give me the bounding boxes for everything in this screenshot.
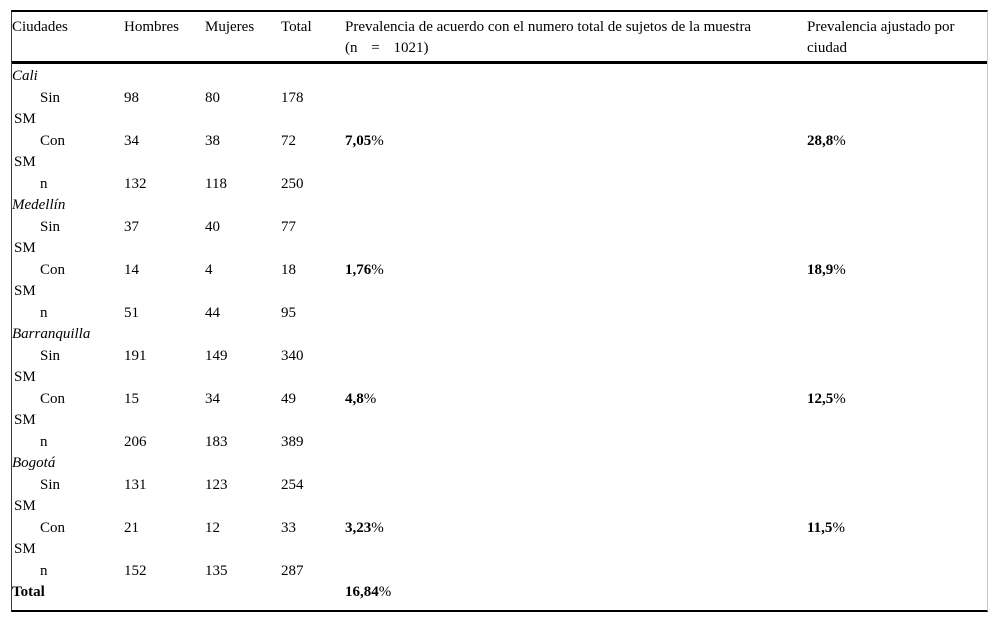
total-value: 254 — [281, 476, 304, 493]
table-row-city: Barranquilla — [12, 324, 987, 346]
mujeres-value: 80 — [205, 89, 220, 106]
table-row-sin-sm: Sin SM 98 80 178 — [12, 88, 987, 131]
row-label: Con SM — [14, 132, 66, 171]
total-row-label: Total — [12, 584, 45, 600]
total-value: 18 — [281, 261, 296, 278]
hombres-value: 131 — [124, 476, 147, 493]
mujeres-value: 38 — [205, 132, 220, 149]
city-name: Medellín — [12, 197, 66, 213]
row-label: Con SM — [14, 519, 66, 558]
row-label: Con SM — [14, 390, 66, 429]
prevalencia-ciudad-value: 12,5% — [807, 390, 846, 407]
mujeres-value: 118 — [205, 175, 227, 192]
prevalencia-ciudad-value: 11,5% — [807, 519, 845, 536]
total-value: 287 — [281, 562, 304, 579]
table-row-city: Cali — [12, 66, 987, 88]
city-name: Cali — [12, 68, 38, 84]
table-row-con-sm: Con SM 15 34 49 4,8% 12,5% — [12, 389, 987, 432]
mujeres-value: 149 — [205, 347, 228, 364]
mujeres-value: 40 — [205, 218, 220, 235]
row-label: n — [40, 175, 48, 192]
table-row-con-sm: Con SM 14 4 18 1,76% 18,9% — [12, 260, 987, 303]
total-value: 178 — [281, 89, 304, 106]
table-row-n: n 206 183 389 — [12, 432, 987, 454]
row-label: Sin SM — [14, 218, 61, 257]
header-mujeres: Mujeres — [205, 19, 255, 35]
prevalence-table: Ciudades Hombres Mujeres Total Prevalenc… — [11, 10, 988, 612]
mujeres-value: 34 — [205, 390, 220, 407]
table-row-con-sm: Con SM 34 38 72 7,05% 28,8% — [12, 131, 987, 174]
row-label: n — [40, 304, 48, 321]
table-row-n: n 132 118 250 — [12, 174, 987, 196]
mujeres-value: 183 — [205, 433, 228, 450]
header-prevalencia-ciudad-line1: Prevalencia ajustado por — [807, 19, 955, 35]
prevalencia-muestra-total-value: 16,84% — [345, 584, 392, 600]
hombres-value: 14 — [124, 261, 139, 278]
hombres-value: 152 — [124, 562, 147, 579]
row-label: Sin SM — [14, 347, 61, 386]
table-row-sin-sm: Sin SM 191 149 340 — [12, 346, 987, 389]
prevalencia-ciudad-value: 18,9% — [807, 261, 846, 278]
table-row-city: Bogotá — [12, 453, 987, 475]
hombres-value: 191 — [124, 347, 147, 364]
mujeres-value: 123 — [205, 476, 228, 493]
total-value: 49 — [281, 390, 296, 407]
total-value: 77 — [281, 218, 296, 235]
row-label: n — [40, 562, 48, 579]
prevalencia-muestra-value: 4,8% — [345, 390, 377, 407]
total-value: 72 — [281, 132, 296, 149]
hombres-value: 15 — [124, 390, 139, 407]
hombres-value: 98 — [124, 89, 139, 106]
total-value: 389 — [281, 433, 304, 450]
table-row-n: n 51 44 95 — [12, 303, 987, 325]
header-prevalencia-muestra-line1: Prevalencia de acuerdo con el numero tot… — [345, 19, 752, 35]
hombres-value: 206 — [124, 433, 147, 450]
header-prevalencia-ciudad-line2: ciudad — [807, 40, 847, 56]
prevalencia-muestra-value: 1,76% — [345, 261, 384, 278]
table-row-con-sm: Con SM 21 12 33 3,23% 11,5% — [12, 518, 987, 561]
row-label: Con SM — [14, 261, 66, 300]
mujeres-value: 4 — [205, 261, 213, 278]
city-name: Bogotá — [12, 455, 56, 471]
city-name: Barranquilla — [12, 326, 91, 342]
header-hombres: Hombres — [124, 19, 179, 35]
row-label: Sin SM — [14, 476, 61, 515]
row-label: Sin SM — [14, 89, 61, 128]
mujeres-value: 12 — [205, 519, 220, 536]
prevalencia-ciudad-value: 28,8% — [807, 132, 846, 149]
hombres-value: 132 — [124, 175, 147, 192]
table-row-n: n 152 135 287 — [12, 561, 987, 583]
table-header-row: Ciudades Hombres Mujeres Total Prevalenc… — [12, 12, 987, 64]
table-row-sin-sm: Sin SM 37 40 77 — [12, 217, 987, 260]
header-prevalencia-muestra: Prevalencia de acuerdo con el numero tot… — [343, 17, 805, 59]
mujeres-value: 135 — [205, 562, 228, 579]
table-row-city: Medellín — [12, 195, 987, 217]
header-prevalencia-muestra-line2: (n = 1021) — [345, 40, 429, 56]
header-total: Total — [281, 19, 312, 35]
total-value: 95 — [281, 304, 296, 321]
prevalencia-muestra-value: 3,23% — [345, 519, 384, 536]
header-prevalencia-ciudad: Prevalencia ajustado por ciudad — [805, 17, 987, 59]
hombres-value: 37 — [124, 218, 139, 235]
total-value: 340 — [281, 347, 304, 364]
prevalencia-muestra-value: 7,05% — [345, 132, 384, 149]
total-value: 250 — [281, 175, 304, 192]
header-ciudades: Ciudades — [12, 19, 68, 35]
table-body: Cali Sin SM 98 80 178 Con SM 34 38 72 7,… — [12, 64, 987, 610]
hombres-value: 21 — [124, 519, 139, 536]
hombres-value: 51 — [124, 304, 139, 321]
hombres-value: 34 — [124, 132, 139, 149]
row-label: n — [40, 433, 48, 450]
total-value: 33 — [281, 519, 296, 536]
table-row-sin-sm: Sin SM 131 123 254 — [12, 475, 987, 518]
table-row-total: Total 16,84% — [12, 582, 987, 604]
mujeres-value: 44 — [205, 304, 220, 321]
